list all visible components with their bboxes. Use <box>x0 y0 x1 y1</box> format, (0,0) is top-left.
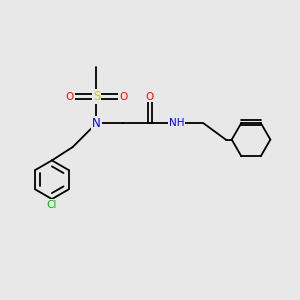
Text: Cl: Cl <box>47 200 57 210</box>
Text: NH: NH <box>169 118 184 128</box>
Text: N: N <box>92 117 101 130</box>
Text: O: O <box>66 92 74 101</box>
Text: O: O <box>119 92 128 101</box>
Text: S: S <box>93 90 100 103</box>
Text: O: O <box>146 92 154 101</box>
